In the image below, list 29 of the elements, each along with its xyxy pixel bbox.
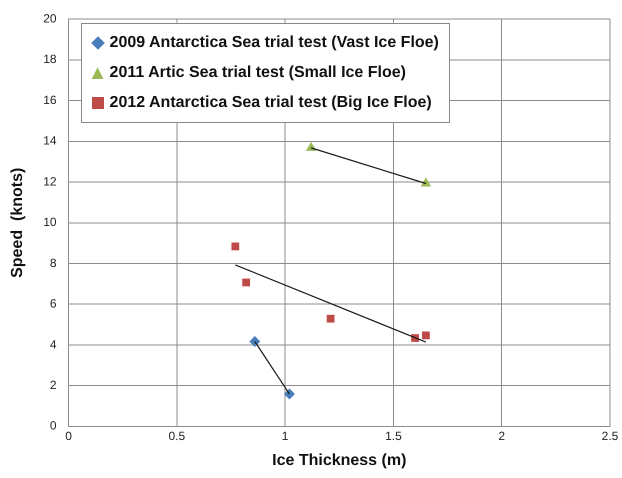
point [326, 314, 334, 323]
legend-label: 2012 Antarctica Sea trial test (Big Ice Floe) [110, 94, 432, 112]
x-tick-label: 0 [65, 428, 72, 443]
legend-label: 2011 Artic Sea trial test (Small Ice Floe) [110, 64, 406, 82]
point [420, 178, 432, 187]
point [284, 388, 295, 400]
y-tick-label: 10 [43, 215, 57, 230]
y-tick-label: 16 [43, 92, 57, 107]
point [249, 336, 260, 347]
legend-label: 2009 Antarctica Sea trial test (Vast Ice Floe) [110, 34, 439, 52]
point [242, 278, 250, 286]
y-tick-label: 18 [43, 52, 57, 66]
y-tick-label: 2 [50, 378, 57, 392]
y-axis-title: Speed (knots) [9, 168, 26, 278]
y-tick-label: 0 [50, 418, 57, 433]
x-axis-title: Ice Thickness (m) [272, 452, 406, 469]
y-tick-label: 12 [43, 174, 57, 188]
y-tick-label: 4 [50, 337, 57, 352]
x-tick-label: 0.5 [168, 428, 186, 443]
point [231, 242, 240, 250]
x-tick-label: 2.5 [602, 428, 619, 443]
y-tick-label: 20 [43, 12, 57, 26]
x-tick-label: 1 [282, 428, 289, 443]
x-tick-label: 2 [498, 428, 506, 443]
point [422, 332, 430, 340]
x-tick-label: 1.5 [385, 428, 402, 443]
y-tick-label: 6 [50, 296, 57, 311]
y-tick-label: 8 [50, 256, 57, 270]
y-tick-label: 14 [43, 134, 57, 148]
